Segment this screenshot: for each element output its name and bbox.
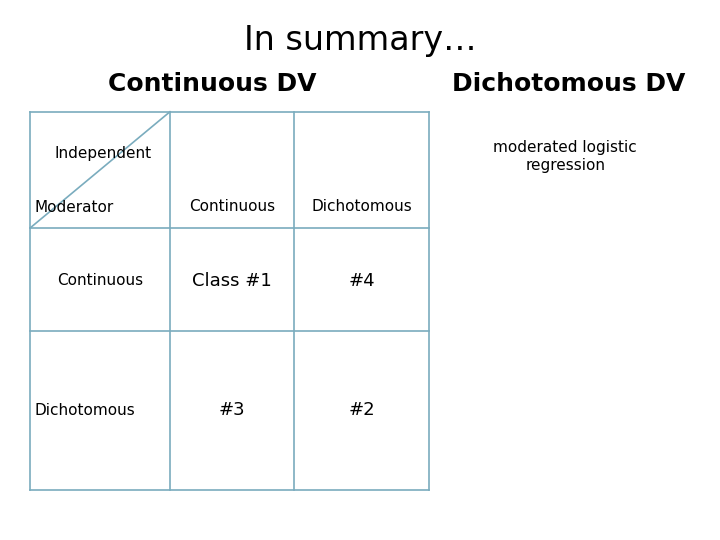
Text: Continuous: Continuous [189,199,275,214]
Text: Continuous: Continuous [57,273,143,288]
Text: Dichotomous: Dichotomous [312,199,413,214]
Text: Dichotomous: Dichotomous [35,403,135,418]
Text: #4: #4 [349,272,375,290]
Text: In summary…: In summary… [243,24,477,57]
Text: Dichotomous DV: Dichotomous DV [452,72,685,96]
Text: moderated logistic
regression: moderated logistic regression [493,140,637,173]
Text: #2: #2 [349,401,375,420]
Text: #3: #3 [219,401,245,420]
Text: Continuous DV: Continuous DV [108,72,317,96]
Text: Moderator: Moderator [35,200,114,215]
Text: Class #1: Class #1 [192,272,271,290]
Text: Independent: Independent [54,146,151,161]
